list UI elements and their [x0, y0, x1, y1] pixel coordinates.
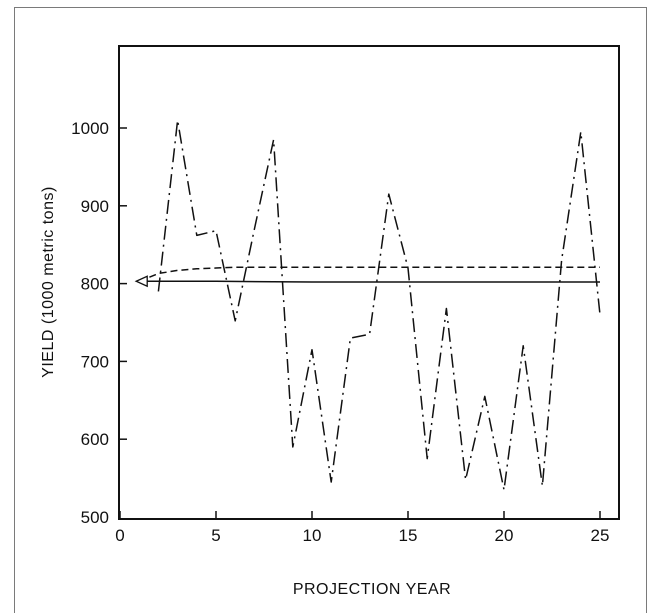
y-axis-title: YIELD (1000 metric tons) — [40, 186, 57, 378]
figure-frame — [14, 7, 647, 613]
y-tick-label: 500 — [81, 508, 109, 527]
yield-series-solid-line — [139, 280, 600, 283]
x-tick-label: 5 — [211, 526, 220, 545]
x-axis-title: PROJECTION YEAR — [293, 581, 451, 598]
series-layer — [134, 119, 601, 491]
y-tick-label: 1000 — [71, 119, 109, 138]
y-tick-label: 900 — [81, 197, 109, 216]
yield-series-dashed-line — [138, 266, 600, 282]
y-tick-label: 600 — [81, 430, 109, 449]
plot-area-border — [118, 45, 620, 520]
x-tick-label: 0 — [115, 526, 124, 545]
x-tick-label: 15 — [399, 526, 418, 545]
start-point-marker — [134, 275, 148, 288]
ticks-layer — [119, 127, 601, 519]
y-tick-label: 700 — [81, 352, 109, 371]
tick-labels: 0 5 10 15 20 25 500 600 700 800 900 1000 — [71, 119, 609, 545]
x-tick-label: 10 — [303, 526, 322, 545]
x-tick-label: 20 — [495, 526, 514, 545]
yield-series-dash-dot-line — [157, 119, 601, 491]
y-tick-label: 800 — [81, 275, 109, 294]
x-tick-label: 25 — [591, 526, 610, 545]
